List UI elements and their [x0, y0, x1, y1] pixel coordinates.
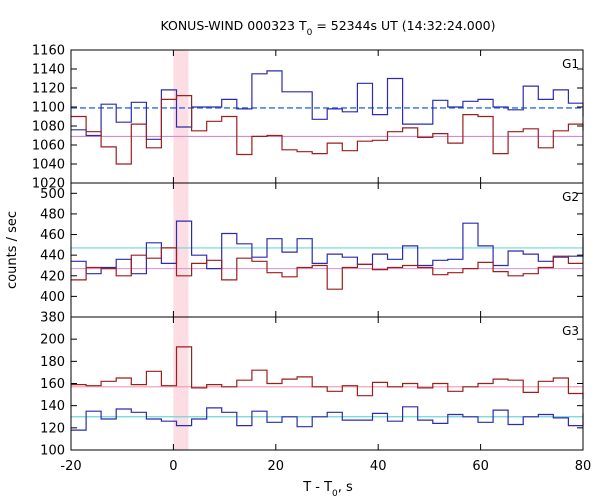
- histogram-G3-1: [71, 346, 584, 399]
- y-tick-label: 1040: [32, 158, 65, 173]
- x-tick-label: 60: [472, 459, 489, 474]
- histogram-G1-1: [71, 95, 584, 165]
- y-tick-label: 120: [40, 421, 65, 436]
- x-tick-label: 20: [268, 459, 285, 474]
- y-tick-label: 1120: [32, 82, 65, 97]
- y-tick-label: 1020: [32, 177, 65, 192]
- y-tick-label: 160: [40, 377, 65, 392]
- panel-frame-G3: [70, 316, 584, 451]
- chart-title: KONUS-WIND 000323 T0 = 52344s UT (14:32:…: [160, 18, 495, 38]
- highlight-band-G3: [173, 317, 189, 450]
- highlight-band-G2: [173, 183, 189, 317]
- y-tick-label: 500: [40, 187, 65, 202]
- y-tick-label: 380: [40, 311, 65, 326]
- y-tick-label: 400: [40, 290, 65, 305]
- highlight-band-G1: [173, 50, 189, 183]
- panel-label-G2: G2: [562, 190, 579, 204]
- y-tick-label: 100: [40, 444, 65, 459]
- histogram-G1-0: [71, 70, 584, 140]
- y-axis-label: counts / sec: [5, 211, 20, 289]
- y-tick-label: 440: [40, 249, 65, 264]
- y-tick-label: 1080: [32, 120, 65, 135]
- plot-area: 10201040106010801100112011401160G1380400…: [32, 44, 591, 475]
- y-tick-label: 420: [40, 269, 65, 284]
- panel-label-G3: G3: [562, 324, 579, 338]
- y-tick-label: 1100: [32, 101, 65, 116]
- x-tick-label: -20: [60, 459, 81, 474]
- y-tick-label: 140: [40, 399, 65, 414]
- y-tick-label: 480: [40, 207, 65, 222]
- histogram-G2-1: [71, 247, 583, 290]
- y-tick-label: 200: [40, 333, 65, 348]
- x-axis-label: T - T0, s: [302, 480, 353, 499]
- panel-frame-G2: [70, 182, 584, 318]
- x-tick-label: 0: [169, 459, 177, 474]
- y-tick-label: 1140: [32, 63, 65, 78]
- x-tick-label: 40: [370, 459, 387, 474]
- y-tick-label: 180: [40, 355, 65, 370]
- panel-label-G1: G1: [562, 57, 579, 71]
- y-tick-label: 460: [40, 228, 65, 243]
- x-tick-label: 80: [575, 459, 592, 474]
- histogram-G3-0: [71, 406, 584, 431]
- y-tick-label: 1060: [32, 139, 65, 154]
- y-tick-label: 1160: [32, 44, 65, 59]
